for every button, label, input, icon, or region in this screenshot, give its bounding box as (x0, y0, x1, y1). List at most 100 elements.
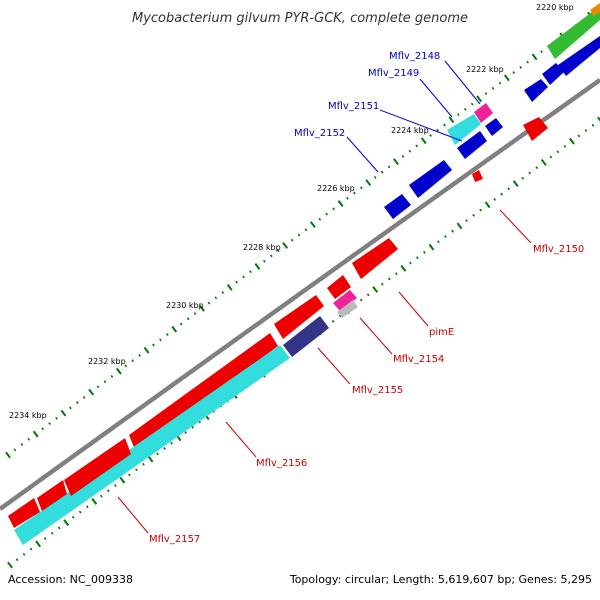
ruler-minor-tick (526, 60, 530, 64)
ruler-major-tick (365, 179, 372, 187)
ruler-major-tick (309, 221, 316, 228)
ruler-minor-tick (465, 219, 468, 223)
ruler-minor-tick (484, 92, 488, 96)
gene-mflv-2154 (333, 290, 357, 311)
ruler-label-2234: 2234 kbp (9, 411, 47, 420)
ruler-minor-tick (549, 155, 553, 159)
ruler-minor-tick (423, 251, 426, 254)
ruler-minor-tick (235, 280, 239, 284)
ruler-minor-tick (29, 547, 33, 551)
ruler-major-tick (484, 201, 491, 209)
ruler-label-2228: 2228 kbp (243, 243, 281, 252)
ruler-minor-tick (103, 380, 107, 384)
ruler-minor-tick (353, 191, 356, 195)
ruler-major-tick (400, 264, 407, 272)
ruler-minor-tick (318, 217, 322, 221)
gene-arrow-forward (590, 3, 600, 16)
label-mflv-2151: Mflv_2151 (328, 101, 379, 112)
gene-arrow-reverse (274, 295, 324, 339)
ruler-minor-tick (479, 208, 482, 212)
gene-mflv-2150-upper (523, 117, 548, 141)
ruler-minor-tick (191, 425, 194, 429)
ruler-minor-tick (470, 102, 474, 106)
ruler-minor-tick (269, 254, 273, 258)
ruler-major-tick (372, 286, 379, 293)
ruler-major-tick (35, 540, 42, 548)
leader-mflv-2155 (317, 347, 351, 385)
leader-mflv-2149 (419, 78, 453, 118)
ruler-major-tick (476, 95, 483, 103)
ruler-minor-tick (110, 374, 114, 378)
ruler-major-tick (282, 242, 289, 249)
gene-mflv-2149 (447, 114, 481, 145)
ruler-major-tick (254, 263, 261, 270)
ruler-major-tick (119, 476, 126, 484)
ruler-minor-tick (444, 235, 447, 238)
ruler-minor-tick (41, 427, 45, 431)
ruler-minor-tick (20, 443, 24, 446)
ruler-minor-tick (346, 196, 349, 200)
ruler-minor-tick (472, 213, 475, 217)
ruler-minor-tick (135, 468, 138, 472)
ruler-minor-tick (71, 515, 75, 519)
ruler-minor-tick (152, 343, 155, 347)
ruler-minor-tick (408, 261, 412, 265)
ruler-minor-tick (584, 129, 588, 133)
ruler-major-tick (32, 430, 39, 438)
gene-pime (352, 238, 398, 279)
leader-mflv-2157 (117, 496, 149, 534)
ruler-minor-tick (437, 240, 440, 244)
ruler-major-tick (420, 137, 427, 145)
ruler-minor-tick (15, 558, 19, 562)
ruler-minor-tick (262, 259, 266, 263)
ruler-major-tick (568, 137, 575, 145)
ruler-minor-tick (380, 170, 384, 174)
ruler-minor-tick (82, 395, 86, 399)
ruler-minor-tick (338, 314, 342, 318)
label-mflv-2152: Mflv_2152 (294, 128, 345, 139)
ruler-minor-tick (401, 154, 405, 158)
ruler-major-tick (428, 243, 435, 251)
genome-stats-text: Topology: circular; Length: 5,619,607 bp… (289, 573, 592, 586)
ruler-minor-tick (415, 144, 419, 148)
ruler-minor-tick (332, 207, 336, 211)
leader-mflv-2150 (499, 209, 532, 244)
label-mflv-2148: Mflv_2148 (389, 51, 440, 62)
ruler-minor-tick (22, 552, 26, 556)
ruler-minor-tick (436, 128, 439, 132)
ruler-minor-tick (50, 531, 54, 535)
ruler-minor-tick (563, 145, 567, 148)
gene-mflv-2150 (472, 170, 483, 182)
ruler-minor-tick (214, 296, 218, 300)
ruler-minor-tick (528, 171, 532, 175)
gene-mflv-2157 (14, 345, 290, 545)
ruler-minor-tick (429, 134, 433, 137)
ruler-minor-tick (577, 134, 581, 138)
ruler-minor-tick (170, 441, 173, 445)
ruler-minor-tick (43, 537, 47, 540)
leader-mflv-2148 (444, 60, 481, 105)
ruler-minor-tick (165, 333, 169, 336)
ruler-major-tick (393, 158, 399, 166)
ruler-minor-tick (463, 107, 467, 111)
label-mflv-2155: Mflv_2155 (352, 385, 403, 396)
ruler-major-tick (143, 346, 150, 354)
ruler-minor-tick (290, 238, 294, 242)
gene-arrow-forward (558, 36, 600, 76)
label-mflv-2154: Mflv_2154 (393, 354, 444, 365)
ruler-minor-tick (408, 149, 412, 153)
ruler-minor-tick (131, 359, 135, 363)
ruler-minor-tick (184, 431, 187, 434)
ruler-major-tick (512, 180, 519, 187)
ruler-minor-tick (159, 338, 162, 342)
ruler-minor-tick (163, 447, 166, 450)
ruler-label-2230: 2230 kbp (166, 301, 204, 310)
ruler-minor-tick (68, 406, 72, 410)
ruler-minor-tick (85, 505, 89, 509)
ruler-minor-tick (193, 312, 197, 316)
ruler-major-tick (448, 116, 455, 124)
ruler-label-2220: 2220 kbp (536, 3, 574, 12)
gene-mflv-2155 (283, 316, 329, 357)
ruler-major-tick (88, 388, 95, 396)
ruler-label-2224: 2224 kbp (391, 126, 429, 135)
